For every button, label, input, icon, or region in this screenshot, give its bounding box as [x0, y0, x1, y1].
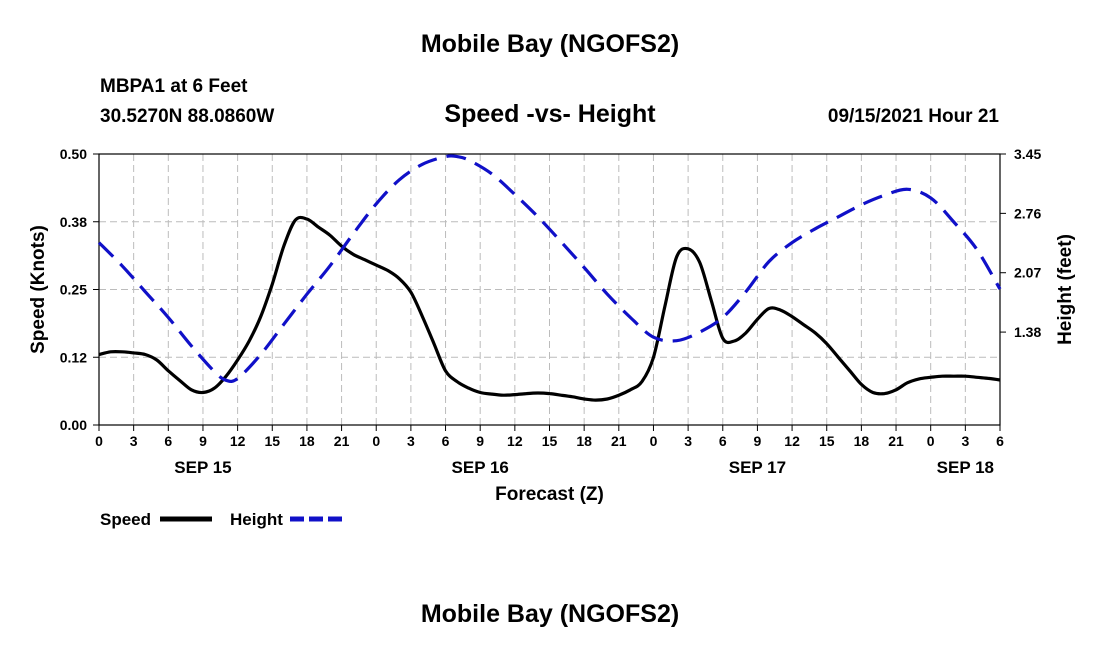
- y-tick-label-left: 0.25: [60, 282, 87, 298]
- speed-series-line: [98, 215, 1001, 402]
- x-tick-label: 0: [927, 433, 935, 449]
- legend-height-label: Height: [230, 510, 283, 529]
- x-tick-label: 15: [264, 433, 280, 449]
- x-tick-label: 18: [854, 433, 870, 449]
- y-tick-label-right: 1.38: [1014, 324, 1041, 340]
- x-tick-label: 0: [95, 433, 103, 449]
- date-label: SEP 17: [729, 458, 786, 477]
- height-series-line: [97, 154, 1002, 384]
- x-tick-label: 3: [684, 433, 692, 449]
- x-tick-label: 18: [299, 433, 315, 449]
- y-axis-title-right: Height (feet): [1055, 234, 1076, 345]
- x-tick-label: 12: [784, 433, 800, 449]
- x-tick-label: 9: [476, 433, 484, 449]
- x-tick-label: 3: [407, 433, 415, 449]
- axis-labels: 0 3 6 9 12 15 18 21 0 3 6 9 12 15 18 21 0 3 6 9 12 15 18 21 0 3 6 0…: [28, 146, 1076, 505]
- x-tick-label: 15: [542, 433, 558, 449]
- date-label: SEP 15: [174, 458, 231, 477]
- y-tick-label-left: 0.38: [60, 214, 87, 230]
- y-axis-title-left: Speed (Knots): [28, 225, 49, 354]
- y-tick-label-left: 0.50: [60, 146, 87, 162]
- chart-subtitle: Speed -vs- Height: [444, 100, 656, 128]
- x-tick-label: 9: [754, 433, 762, 449]
- x-tick-label: 18: [576, 433, 592, 449]
- x-tick-label: 6: [442, 433, 450, 449]
- x-tick-label: 6: [164, 433, 172, 449]
- axis-ticks: [93, 153, 1006, 431]
- forecast-datetime: 09/15/2021 Hour 21: [827, 106, 999, 127]
- x-tick-label: 3: [130, 433, 138, 449]
- x-tick-label: 0: [650, 433, 658, 449]
- grid-lines: [99, 154, 1000, 425]
- x-tick-label: 21: [334, 433, 350, 449]
- x-tick-label: 9: [199, 433, 207, 449]
- x-tick-label: 12: [507, 433, 523, 449]
- x-tick-label: 12: [230, 433, 246, 449]
- x-tick-label: 21: [888, 433, 904, 449]
- footer-title: Mobile Bay (NGOFS2): [420, 600, 680, 628]
- x-axis-title: Forecast (Z): [495, 484, 604, 505]
- legend-speed-label: Speed: [100, 510, 151, 529]
- x-tick-label: 6: [996, 433, 1004, 449]
- chart-title: Mobile Bay (NGOFS2): [420, 30, 680, 58]
- station-coordinates: 30.5270N 88.0860W: [100, 106, 275, 127]
- y-tick-label-right: 2.76: [1014, 205, 1041, 221]
- y-tick-label-right: 2.07: [1014, 265, 1041, 281]
- x-tick-label: 21: [611, 433, 627, 449]
- date-label: SEP 18: [937, 458, 994, 477]
- x-tick-label: 15: [819, 433, 835, 449]
- y-tick-label-left: 0.00: [60, 417, 87, 433]
- y-tick-label-left: 0.12: [60, 349, 87, 365]
- x-tick-label: 0: [372, 433, 380, 449]
- legend: Speed Height: [100, 510, 342, 529]
- y-tick-label-right: 3.45: [1014, 146, 1041, 162]
- date-label: SEP 16: [452, 458, 509, 477]
- series-lines: [97, 154, 1002, 402]
- x-tick-label: 6: [719, 433, 727, 449]
- station-label: MBPA1 at 6 Feet: [100, 76, 248, 97]
- x-tick-label: 3: [961, 433, 969, 449]
